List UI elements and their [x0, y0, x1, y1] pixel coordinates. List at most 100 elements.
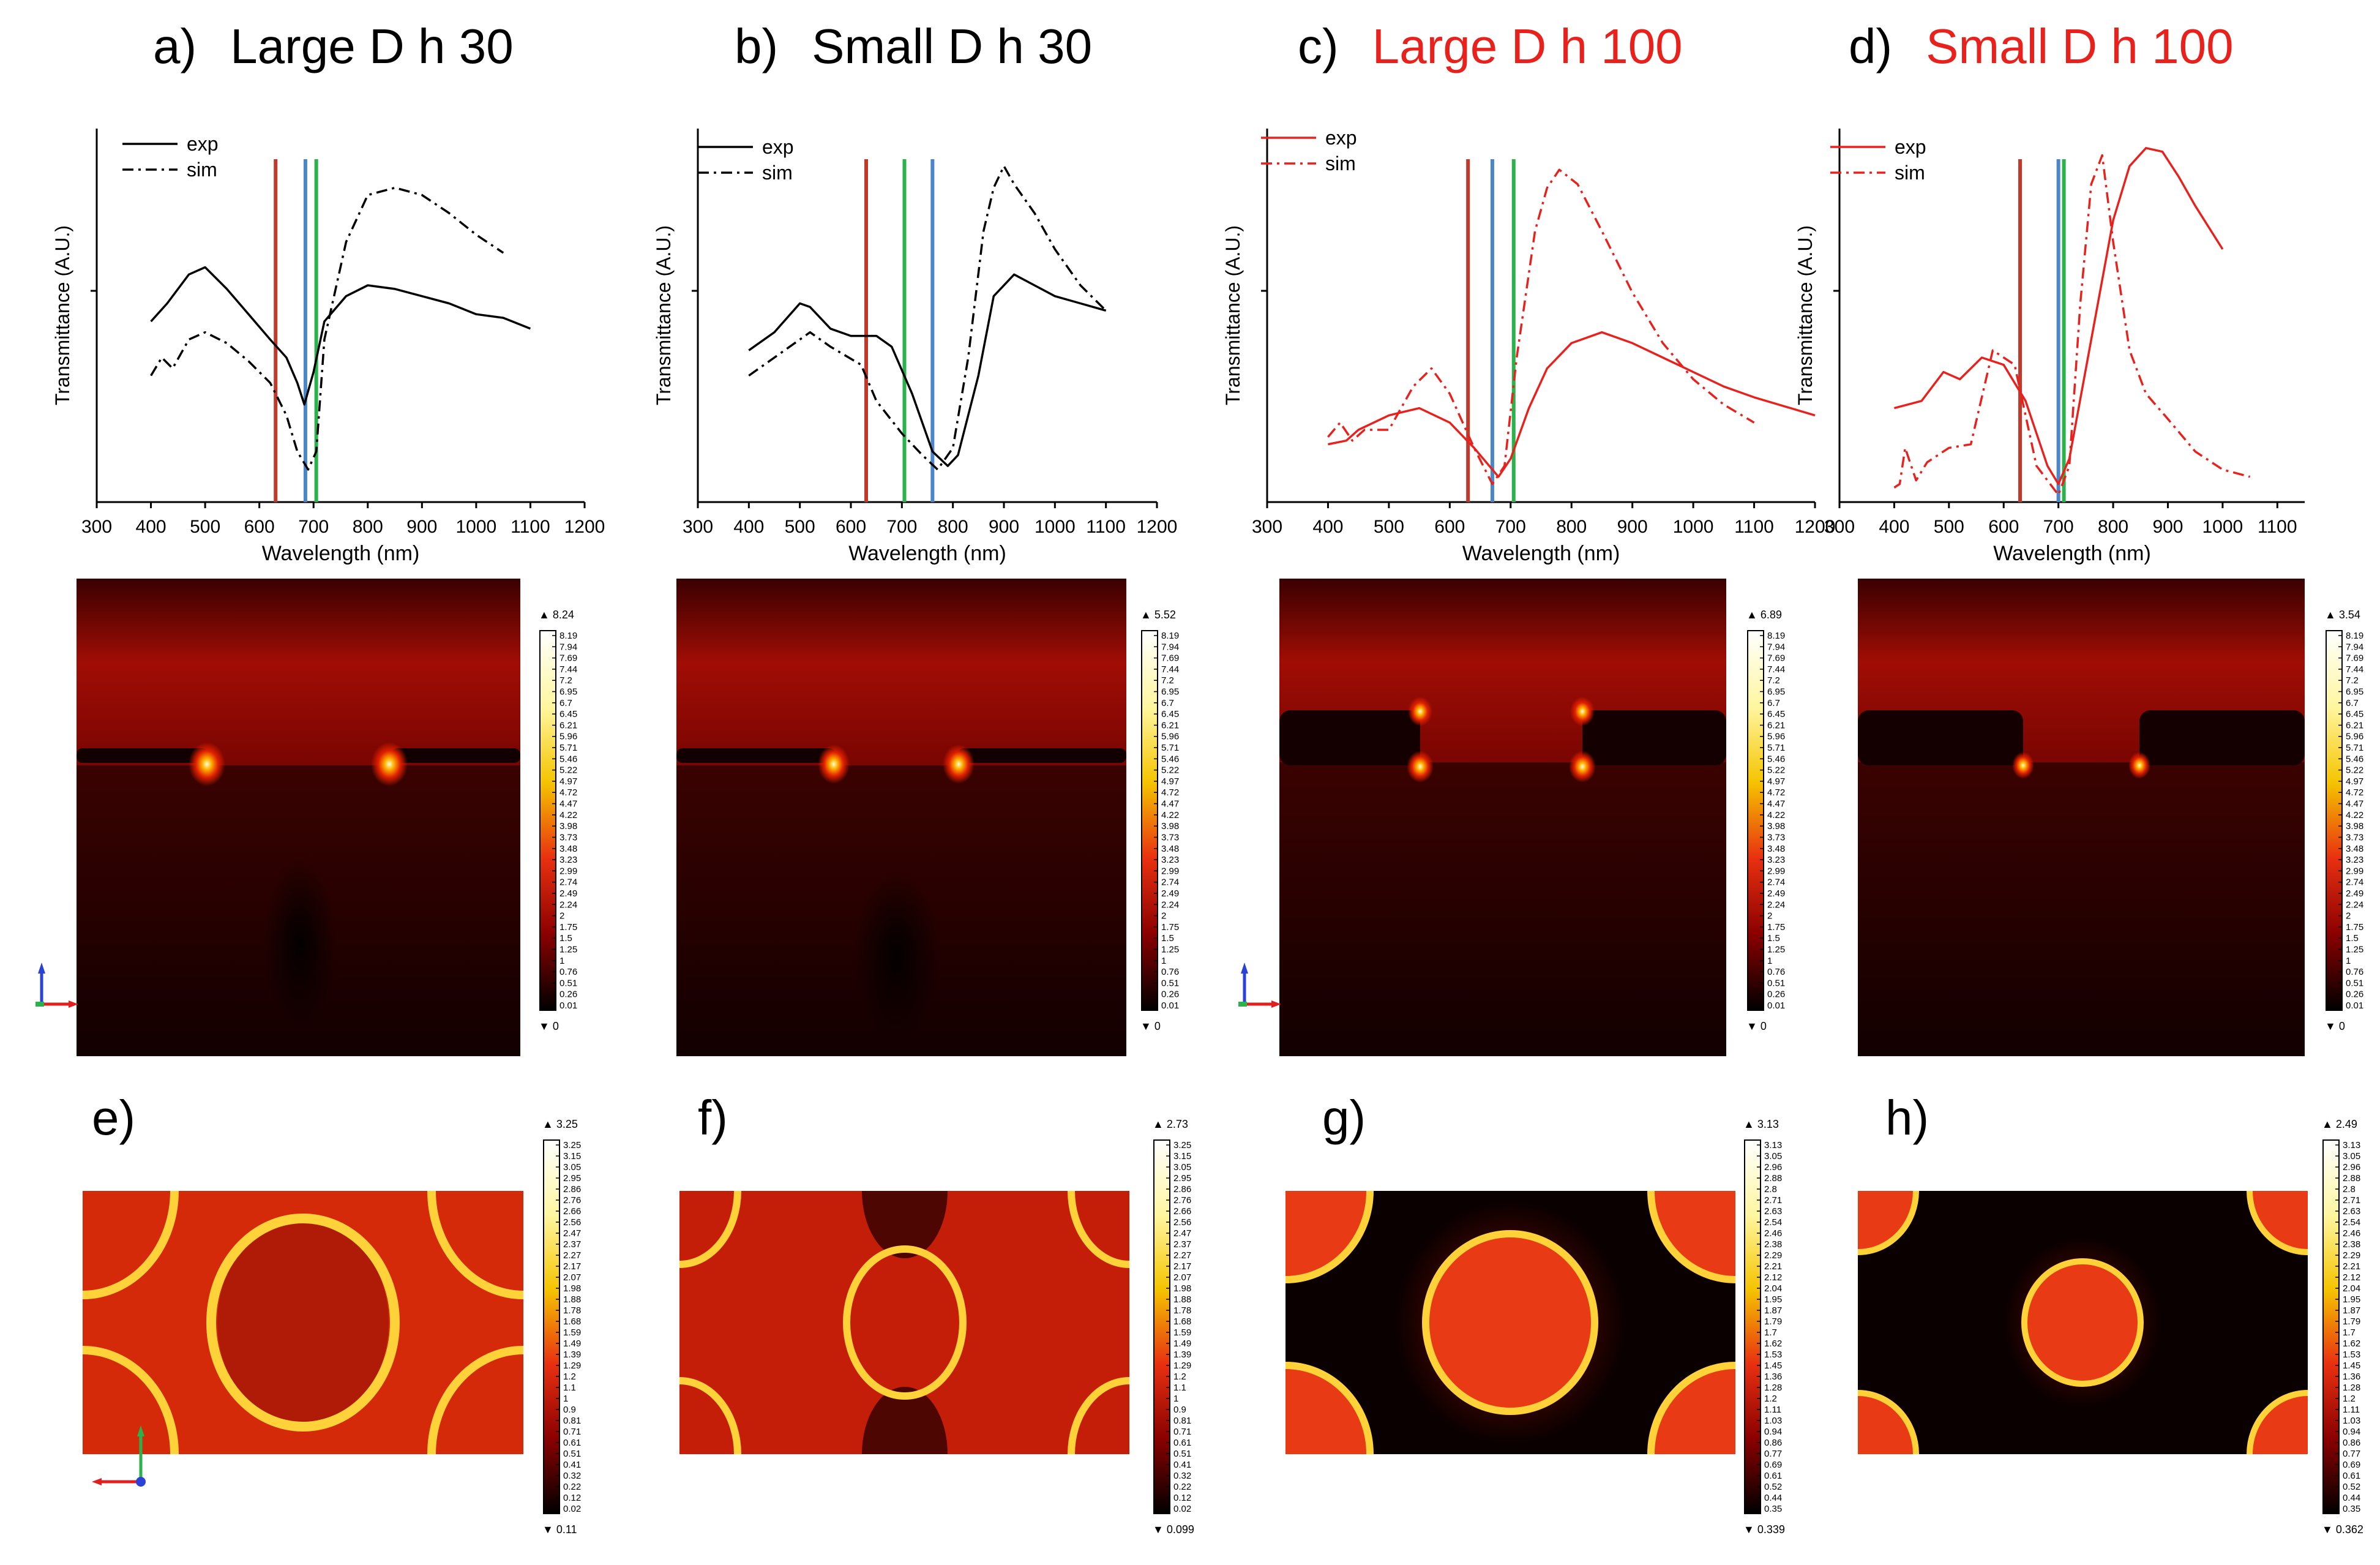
- colorbar-tick-label: 3.48: [559, 844, 577, 854]
- x-tick-label: 1000: [2202, 517, 2243, 537]
- series-exp: [1328, 331, 1816, 478]
- x-tick-label: 900: [1617, 517, 1648, 537]
- colorbar-min-label: ▼ 0.339: [1743, 1523, 1785, 1536]
- colorbar-min-label: ▼ 0: [539, 1020, 559, 1032]
- colorbar-tick-label: 0.81: [1173, 1416, 1191, 1426]
- hotspot-left: [189, 742, 225, 786]
- colorbar-tick-label: 7.94: [1161, 642, 1179, 652]
- colorbar-tick-label: 3.05: [1173, 1162, 1191, 1173]
- x-tick-label: 700: [298, 517, 329, 537]
- axis-triad-icon: [36, 963, 78, 1008]
- colorbar-tick-label: 4.22: [1767, 810, 1785, 820]
- colorbar-f: ▲ 2.733.253.153.052.952.862.762.662.562.…: [1153, 1118, 1194, 1536]
- colorbar-tick-label: 2.49: [1161, 888, 1179, 899]
- colorbar-tick-label: 2.29: [2343, 1250, 2360, 1261]
- x-tick-label: 400: [1312, 517, 1343, 537]
- colorbar-tick-label: 0.86: [2343, 1438, 2360, 1448]
- colorbar-tick-label: 7.2: [1767, 675, 1780, 686]
- colorbar-tick-label: 1.5: [1767, 933, 1780, 944]
- x-tick-label: 500: [190, 517, 220, 537]
- colorbar-tick-label: 2.49: [559, 888, 577, 899]
- chart-b: 300 400 500 600 700 800 900 1000 1100 1200 Wavelen…: [653, 129, 1177, 565]
- colorbar-tick-label: 0.76: [2346, 967, 2363, 977]
- colorbar-tick-label: 2.46: [1764, 1228, 1782, 1239]
- colorbar-tick-label: 7.69: [1767, 653, 1785, 664]
- colorbar-tick-label: 1: [1173, 1394, 1178, 1404]
- colorbar-tick-label: 0.51: [1161, 978, 1179, 988]
- x-axis-label: Wavelength (nm): [262, 542, 420, 565]
- hotspot-right: [943, 745, 975, 784]
- x-tick-label: 900: [406, 517, 437, 537]
- colorbar-tick-label: 2.04: [2343, 1283, 2360, 1294]
- x-tick-label: 800: [938, 517, 968, 537]
- colorbar-max-label: ▲ 2.73: [1153, 1118, 1188, 1130]
- colorbar-tick-label: 5.96: [1767, 732, 1785, 742]
- field-map-b-top: [676, 579, 1126, 765]
- colorbar-tick-label: 2.24: [1161, 899, 1179, 910]
- colorbar-tick-label: 2.88: [1764, 1173, 1782, 1184]
- colorbar-tick-label: 0.94: [1764, 1427, 1782, 1437]
- colorbar-tick-label: 0.35: [1764, 1504, 1782, 1514]
- colorbar-tick-label: 0.61: [1173, 1438, 1191, 1448]
- colorbar-tick-label: 7.2: [559, 675, 572, 686]
- series-exp: [1893, 147, 2224, 486]
- field-map-c: [1238, 579, 1726, 1056]
- legend-label-exp: exp: [1895, 136, 1926, 158]
- colorbar-tick-label: 1.25: [1161, 944, 1179, 955]
- colorbar-tick-label: 1.11: [1764, 1405, 1781, 1415]
- x-tick-label: 900: [989, 517, 1019, 537]
- colorbar-tick-label: 5.71: [2346, 743, 2363, 753]
- nanodisk-left: [1279, 710, 1420, 765]
- colorbar-tick-label: 2.99: [1767, 866, 1785, 876]
- colorbar-tick-label: 2.38: [2343, 1239, 2360, 1250]
- colorbar-tick-label: 0.26: [2346, 989, 2363, 1000]
- nanodisk-right: [2139, 710, 2305, 765]
- x-tick-label: 400: [733, 517, 764, 537]
- x-tick-label: 500: [1374, 517, 1404, 537]
- colorbar-tick-label: 1: [1161, 956, 1166, 966]
- x-tick-label: 500: [1934, 517, 1964, 537]
- legend-label-exp: exp: [1325, 127, 1357, 149]
- series-exp: [150, 266, 531, 406]
- colorbar-tick-label: 2.66: [563, 1206, 581, 1217]
- x-tick-label: 500: [785, 517, 815, 537]
- colorbar-tick-label: 3.73: [2346, 832, 2363, 843]
- colorbar-tick-label: 0.61: [1764, 1471, 1782, 1481]
- colorbar-tick-label: 1.62: [1764, 1338, 1782, 1349]
- legend-label-sim: sim: [1895, 162, 1925, 184]
- colorbar-tick-label: 4.47: [2346, 799, 2363, 809]
- x-tick-label: 300: [1252, 517, 1282, 537]
- colorbar-tick-label: 2.12: [2343, 1272, 2360, 1283]
- colorbar-tick-label: 2.95: [563, 1173, 581, 1184]
- series-sim: [1893, 154, 2251, 496]
- x-tick-label: 400: [1879, 517, 1909, 537]
- colorbar-tick-label: 2: [2346, 911, 2351, 921]
- colorbar-tick-label: 1: [563, 1394, 568, 1404]
- colorbar-tick-label: 4.47: [559, 799, 577, 809]
- colorbar-tick-label: 1.25: [559, 944, 577, 955]
- field-map-d-bottom: [1858, 762, 2305, 1056]
- colorbar-tick-label: 5.96: [2346, 732, 2363, 742]
- colorbar-tick-label: 2.46: [2343, 1228, 2360, 1239]
- x-tick-label: 300: [683, 517, 713, 537]
- colorbar-tick-label: 3.25: [563, 1140, 581, 1150]
- colorbar-tick-label: 3.05: [1764, 1151, 1782, 1162]
- colorbar-tick-label: 1.87: [2343, 1305, 2360, 1316]
- colorbar-tick-label: 2.99: [559, 866, 577, 876]
- colorbar-tick-label: 0.86: [1764, 1438, 1782, 1448]
- colorbar-tick-label: 2.66: [1173, 1206, 1191, 1217]
- chart-c: 300 400 500 600 700 800 900 1000 1100 1200 Wavelen…: [1222, 127, 1835, 565]
- colorbar-min-label: ▼ 0: [1746, 1020, 1767, 1032]
- colorbar-tick-label: 0.71: [563, 1427, 581, 1437]
- colorbar-tick-label: 2.37: [563, 1239, 581, 1250]
- colorbar-tick-label: 1: [559, 956, 564, 966]
- colorbar-tick-label: 0.71: [1173, 1427, 1191, 1437]
- colorbar-tick-label: 1.98: [563, 1283, 581, 1294]
- x-tick-label: 1000: [456, 517, 497, 537]
- hotspot-left-bottom: [1407, 751, 1434, 782]
- colorbar-tick-label: 1.75: [1767, 922, 1785, 933]
- colorbar-max-label: ▲ 6.89: [1746, 609, 1782, 621]
- panel-letter-c: c): [1298, 19, 1339, 73]
- colorbar-tick-label: 3.98: [2346, 821, 2363, 831]
